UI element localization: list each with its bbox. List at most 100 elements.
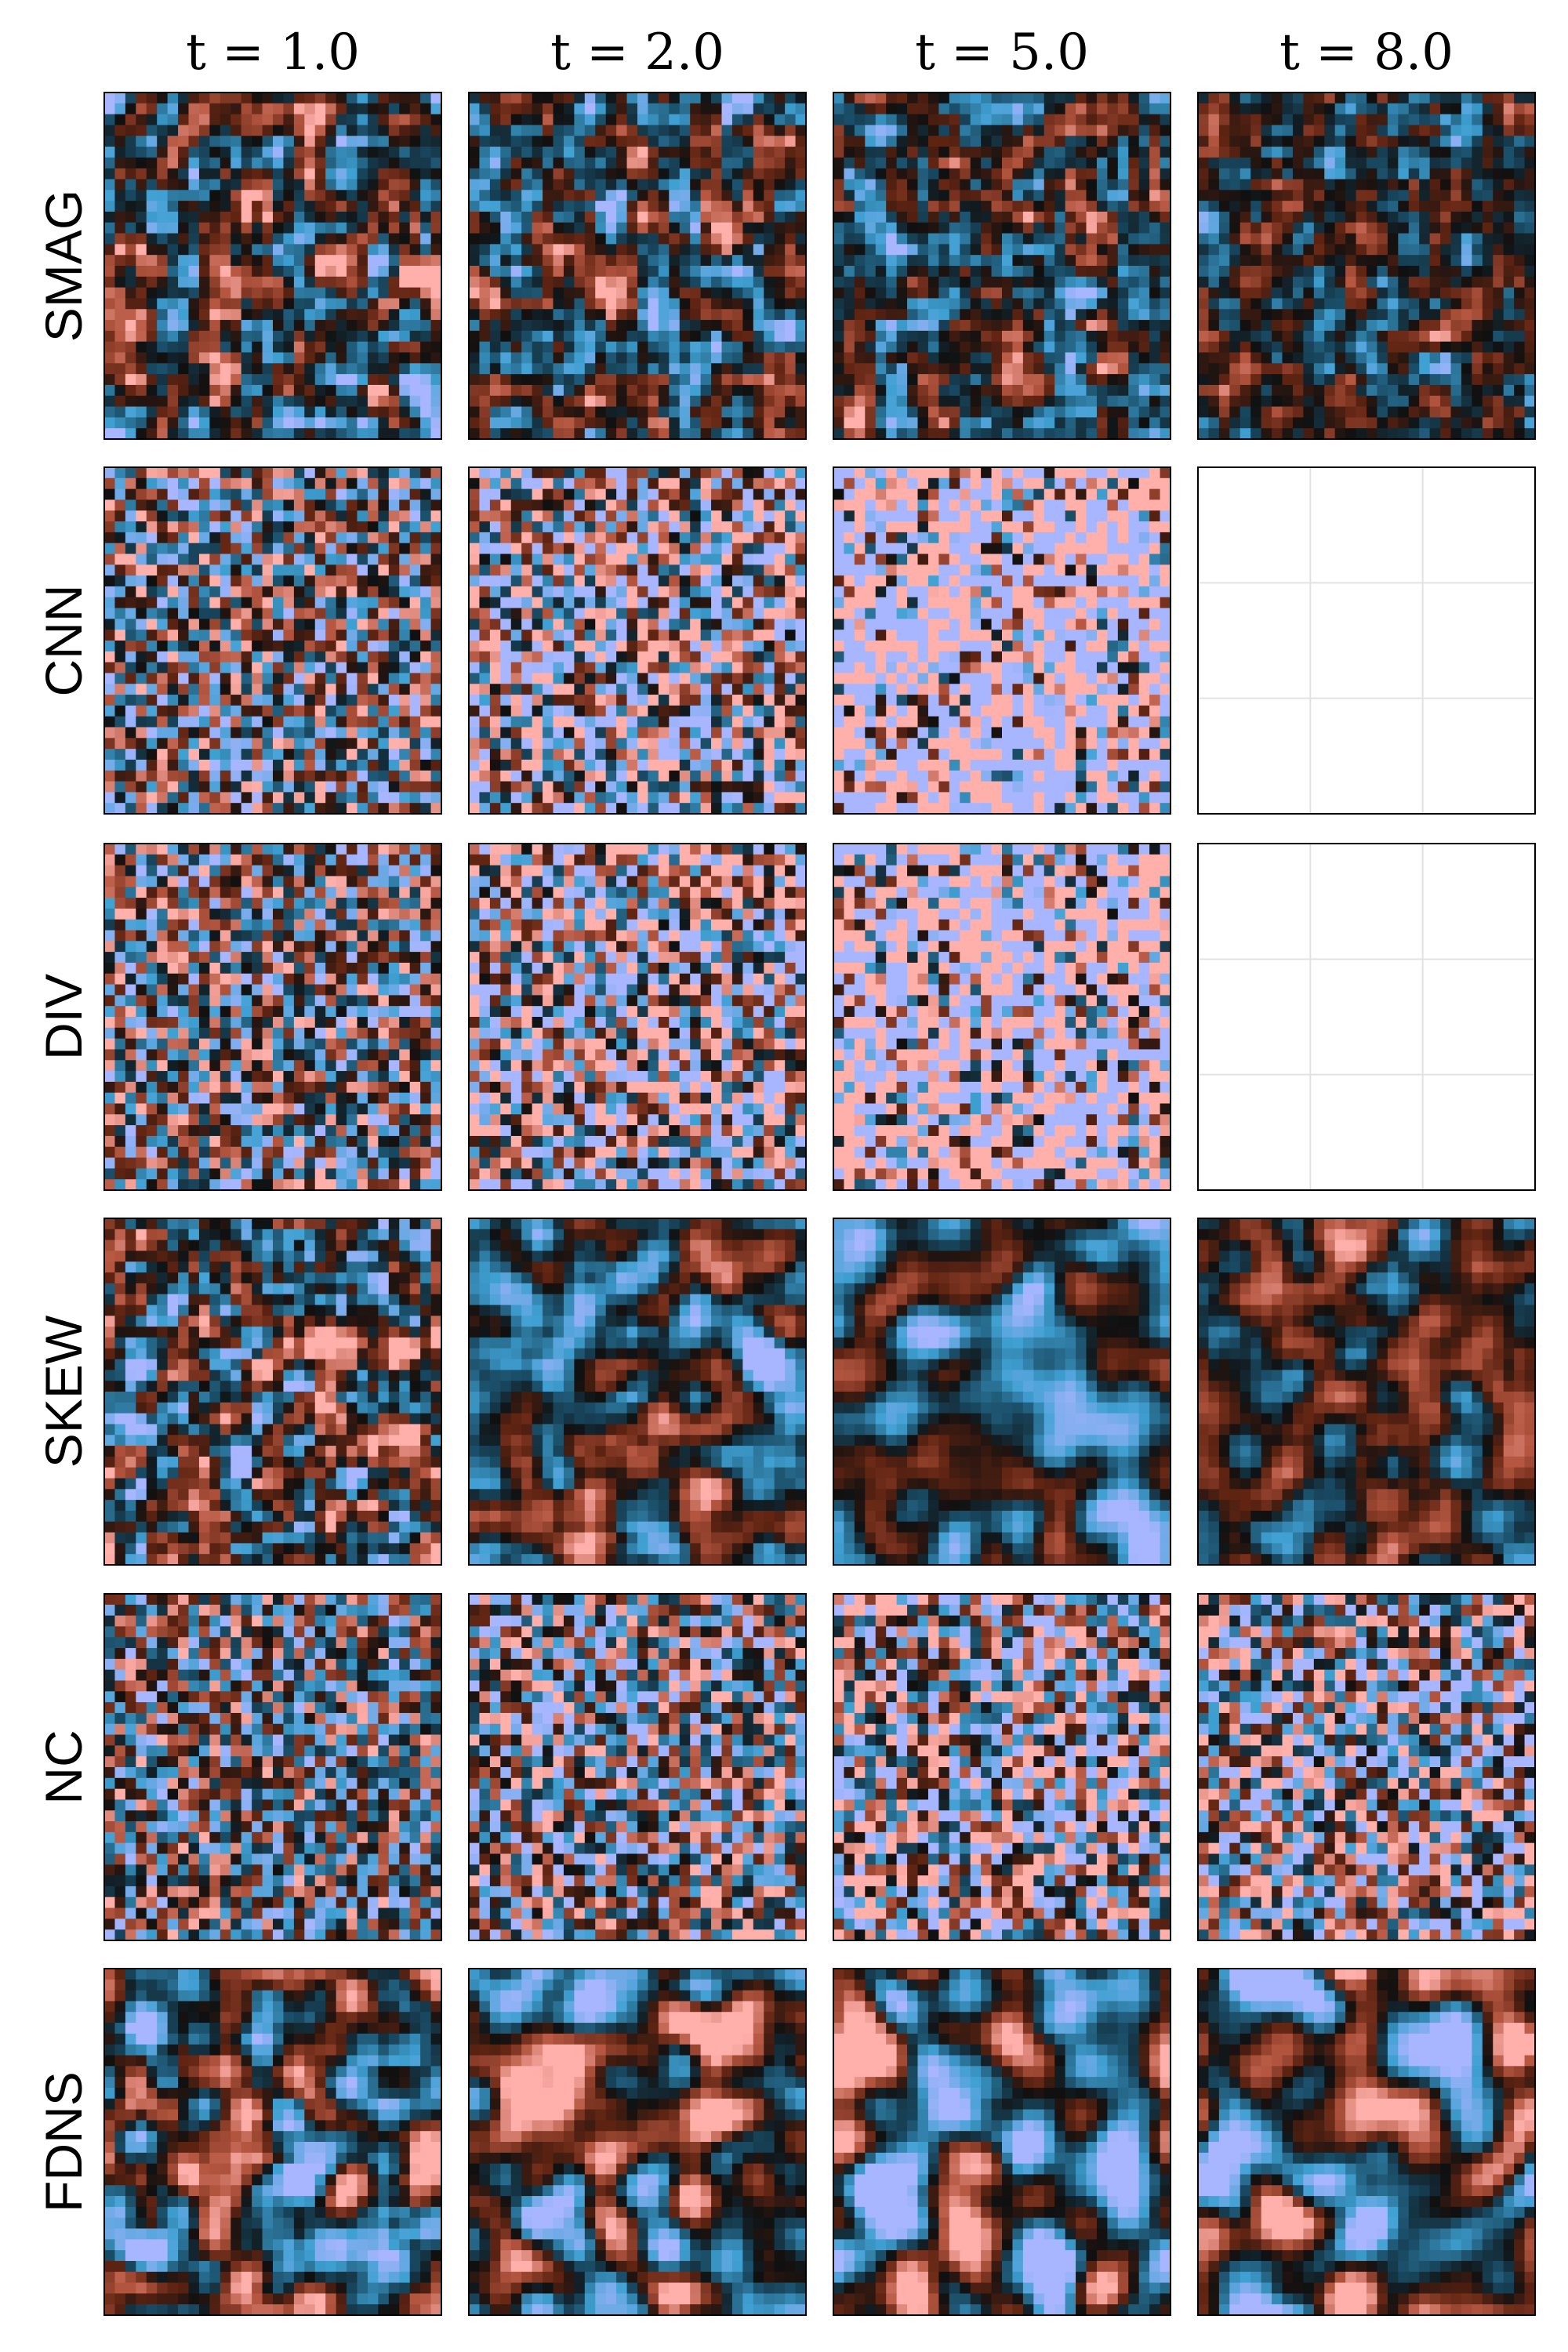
cell xyxy=(927,179,939,191)
cell xyxy=(764,417,775,429)
cell xyxy=(1377,417,1388,429)
cell xyxy=(795,201,807,212)
cell xyxy=(420,727,431,739)
cell xyxy=(1440,363,1451,375)
cell xyxy=(262,564,274,576)
cell xyxy=(1482,428,1494,440)
cell xyxy=(753,276,764,289)
cell xyxy=(325,597,337,608)
cell xyxy=(1387,352,1399,364)
cell xyxy=(742,179,754,191)
cell xyxy=(731,147,743,158)
cell xyxy=(314,395,326,407)
cell xyxy=(1128,417,1140,429)
cell xyxy=(241,759,252,771)
cell xyxy=(399,406,411,418)
cell xyxy=(1377,406,1388,418)
cell xyxy=(1282,157,1294,169)
cell xyxy=(1012,287,1024,299)
cell xyxy=(283,255,295,267)
cell xyxy=(1229,125,1241,136)
cell xyxy=(479,341,491,353)
cell xyxy=(532,136,543,147)
cell xyxy=(1218,406,1230,418)
cell xyxy=(927,309,939,321)
cell xyxy=(721,406,733,418)
cell xyxy=(1086,276,1098,289)
cell xyxy=(584,298,596,310)
cell xyxy=(1160,298,1171,310)
cell xyxy=(1398,384,1410,397)
cell xyxy=(209,716,221,728)
cell xyxy=(1493,309,1504,321)
cell xyxy=(114,532,126,544)
cell xyxy=(1377,211,1388,223)
cell xyxy=(399,168,411,180)
cell xyxy=(584,255,596,267)
cell xyxy=(262,168,274,180)
cell xyxy=(1208,114,1220,125)
cell xyxy=(230,255,242,267)
cell xyxy=(304,673,316,684)
cell xyxy=(1408,93,1420,104)
cell xyxy=(960,276,971,289)
cell xyxy=(1033,341,1045,353)
cell xyxy=(314,543,326,554)
cell xyxy=(1128,395,1140,407)
cell xyxy=(875,374,887,386)
cell xyxy=(1387,103,1399,115)
cell xyxy=(679,179,691,191)
cell xyxy=(220,521,231,533)
cell xyxy=(1398,114,1410,125)
cell xyxy=(1107,384,1119,397)
cell xyxy=(104,575,115,587)
cell xyxy=(774,255,786,267)
cell xyxy=(1076,157,1087,169)
cell xyxy=(489,352,501,364)
cell xyxy=(241,641,252,652)
cell xyxy=(399,554,411,565)
cell xyxy=(262,499,274,511)
cell xyxy=(1022,341,1034,353)
cell xyxy=(1356,147,1367,158)
cell xyxy=(325,157,337,169)
cell xyxy=(283,276,295,289)
cell xyxy=(1160,222,1171,234)
cell xyxy=(1250,406,1262,418)
cell xyxy=(198,287,210,299)
cell xyxy=(167,586,179,598)
cell xyxy=(521,244,533,256)
cell xyxy=(616,244,627,256)
cell xyxy=(626,125,638,136)
cell xyxy=(420,651,431,663)
cell xyxy=(1367,341,1377,353)
cell xyxy=(114,374,126,386)
cell xyxy=(785,374,796,386)
cell xyxy=(1240,428,1251,440)
cell xyxy=(1107,168,1119,180)
cell xyxy=(595,179,607,191)
cell xyxy=(595,266,607,278)
cell xyxy=(1345,211,1356,223)
cell xyxy=(262,341,274,353)
cell xyxy=(1107,255,1119,267)
cell xyxy=(241,147,252,158)
cell xyxy=(1292,341,1304,353)
cell xyxy=(1160,136,1171,147)
cell xyxy=(1419,255,1431,267)
cell xyxy=(293,521,305,533)
cell xyxy=(648,298,659,310)
cell xyxy=(262,554,274,565)
cell xyxy=(136,619,147,630)
cell xyxy=(136,374,147,386)
cell xyxy=(1429,428,1441,440)
cell xyxy=(1514,168,1525,180)
cell xyxy=(314,136,326,147)
cell xyxy=(430,705,442,717)
cell xyxy=(167,554,179,565)
cell xyxy=(1065,352,1076,364)
cell xyxy=(178,125,189,136)
cell xyxy=(1292,255,1304,267)
cell xyxy=(252,309,263,321)
cell xyxy=(1149,374,1160,386)
